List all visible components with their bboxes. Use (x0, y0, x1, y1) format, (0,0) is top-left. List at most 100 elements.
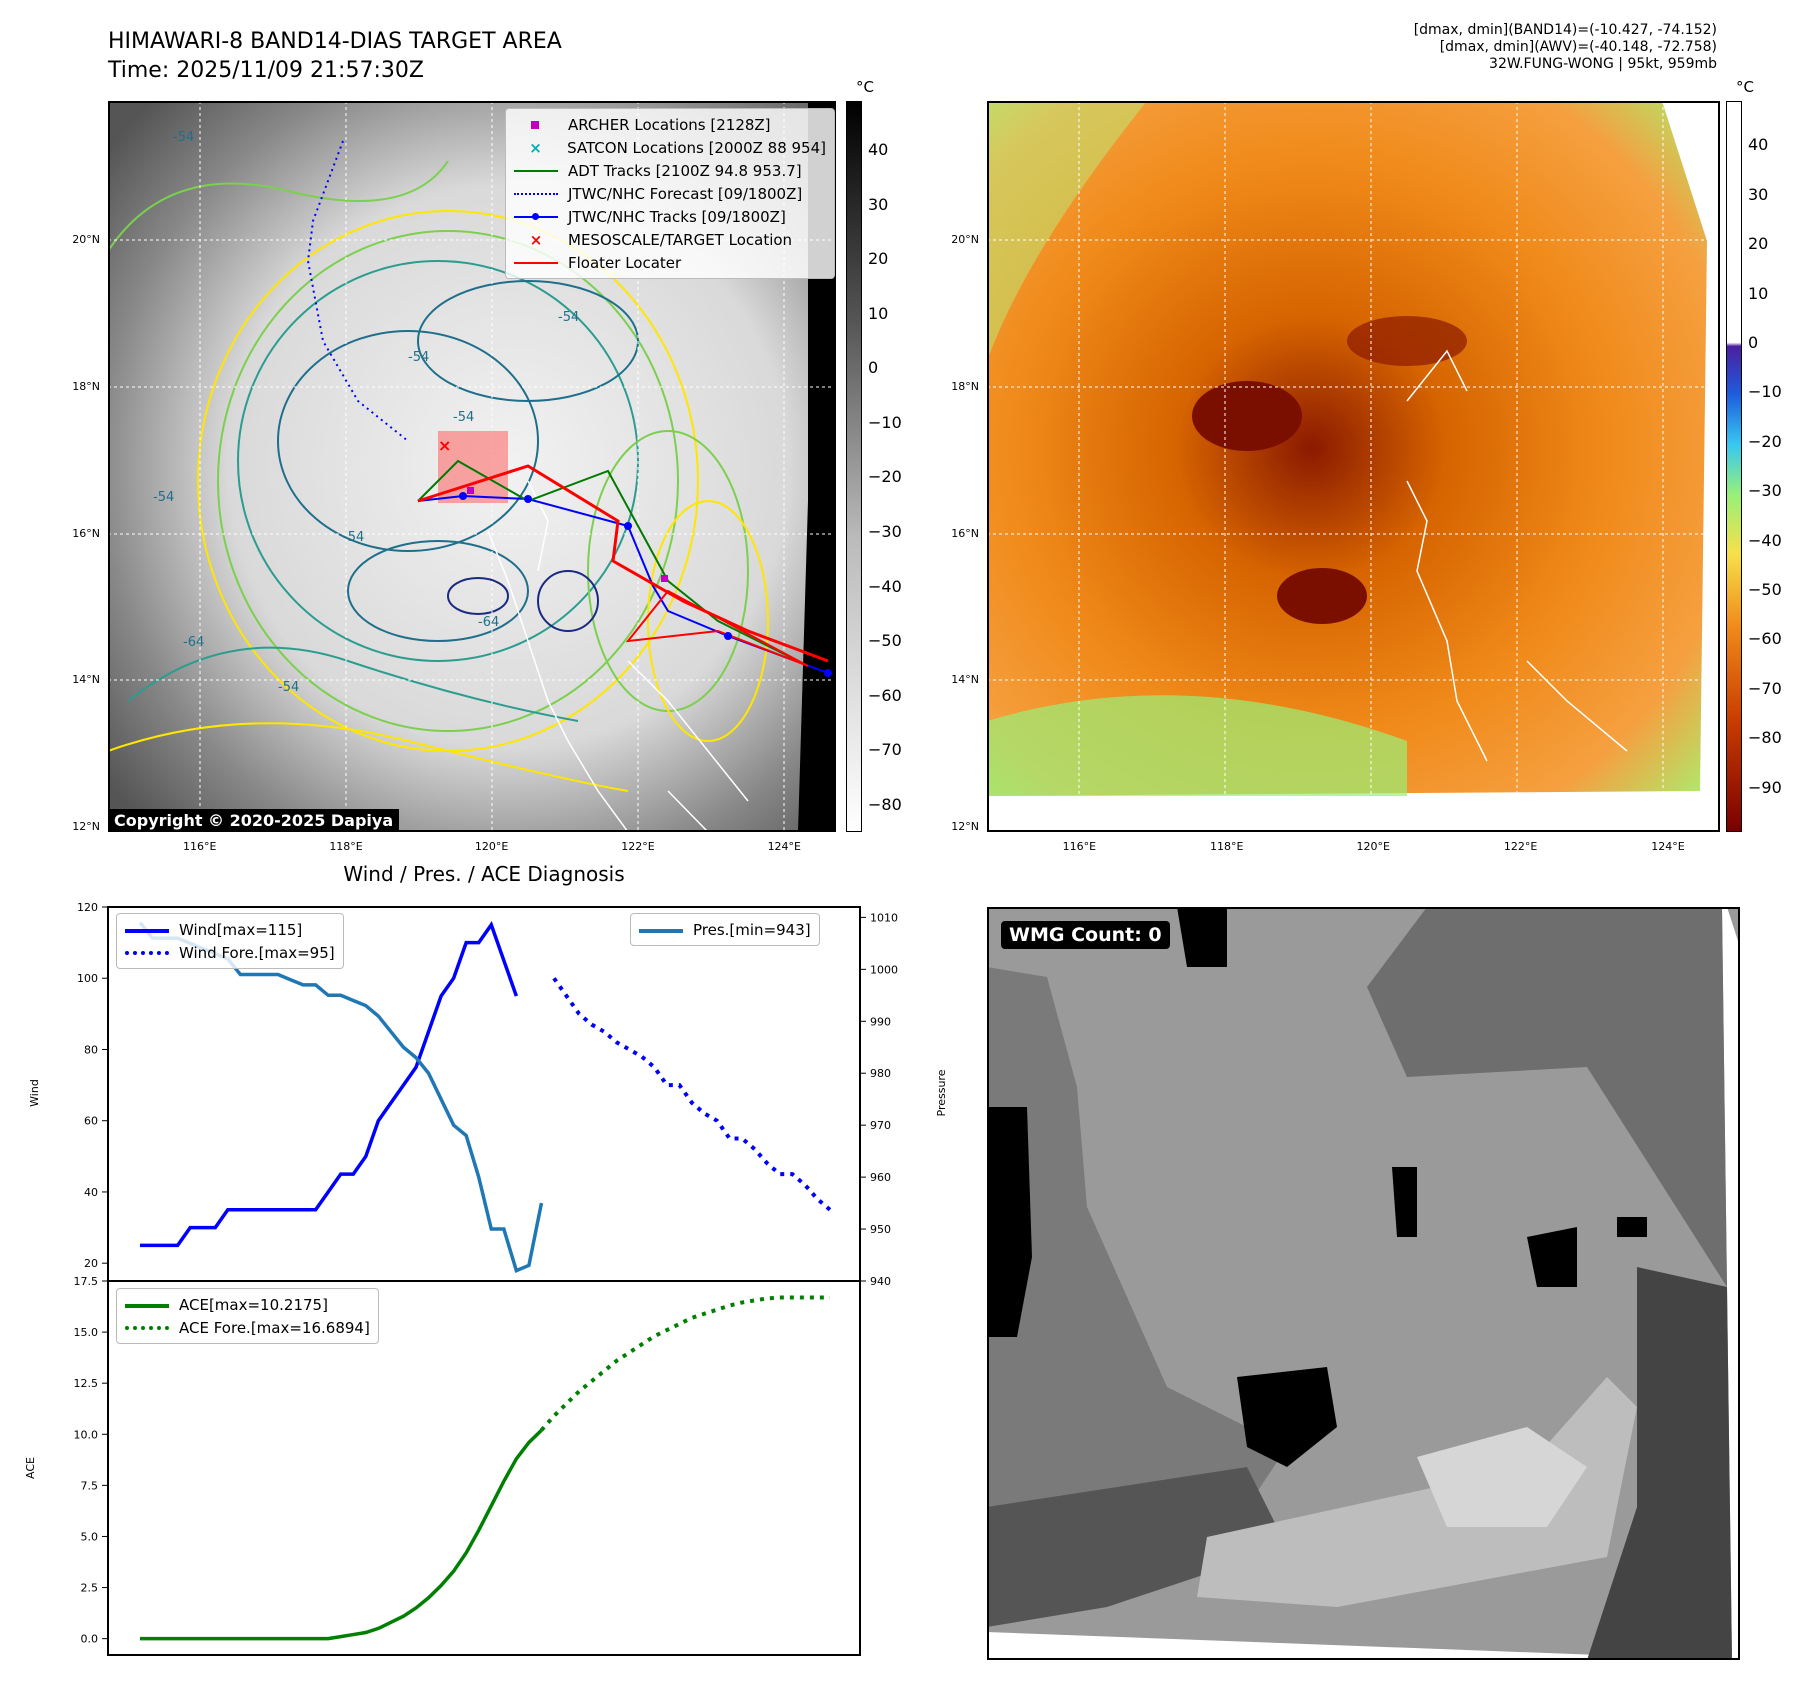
colorbar-tick: 20 (868, 249, 889, 269)
map-legend: ARCHER Locations [2128Z] × SATCON Locatio… (505, 108, 835, 279)
colorbar-tick: −70 (868, 740, 902, 760)
x-icon: × (529, 138, 542, 157)
wind-ytick: 20 (84, 1257, 98, 1270)
tick-label: 116°E (182, 840, 217, 853)
wmg-count-badge: WMG Count: 0 (1001, 921, 1170, 949)
wind-ytick: 120 (77, 901, 98, 914)
pres-legend: Pres.[min=943] (630, 913, 820, 946)
tick-label: 124°E (1651, 840, 1685, 853)
tick-label: 118°E (1209, 840, 1244, 853)
ace-ytick: 15.0 (74, 1326, 99, 1339)
colorbar-tick: −60 (1748, 629, 1782, 649)
colorbar-tick: −30 (1748, 481, 1782, 501)
ir-lon-ticks: 116°E 118°E 120°E 122°E 124°E (108, 840, 836, 856)
line-icon (125, 1298, 169, 1312)
ace-ytick: 10.0 (74, 1428, 99, 1441)
legend-satcon: × SATCON Locations [2000Z 88 954] (514, 136, 826, 159)
ace-ytick: 0.0 (81, 1633, 99, 1646)
tick-label: 122°E (1503, 840, 1538, 853)
info-band14: [dmax, dmin](BAND14)=(-10.427, -74.152) (1413, 22, 1717, 38)
awv-colorbar (1726, 101, 1742, 832)
ace-line (140, 1428, 543, 1641)
colorbar-tick: −50 (1748, 579, 1782, 599)
colorbar-tick: 10 (1748, 283, 1769, 303)
ir-map-frame (108, 101, 836, 832)
line-dot-icon (514, 210, 558, 224)
contour-label: -54 (278, 680, 299, 695)
awv-lat-ticks: 20°N 18°N 16°N 14°N 12°N (919, 101, 983, 833)
ir-colorbar-ticks: 40 30 20 10 0 −10 −20 −30 −40 −50 −60 −70 −80 (868, 101, 928, 832)
legend-adt: ADT Tracks [2100Z 94.8 953.7] (514, 159, 826, 182)
legend-forecast: JTWC/NHC Forecast [09/1800Z] (514, 182, 826, 205)
contour-label: -54 (453, 410, 474, 425)
awv-colorbar-ticks: 40 30 20 10 0 −10 −20 −30 −40 −50 −60 −70 −80 −90 (1748, 101, 1801, 832)
legend-target: × MESOSCALE/TARGET Location (514, 228, 826, 251)
tick-label: 124°E (767, 840, 802, 853)
figure-time: Time: 2025/11/09 21:57:30Z (108, 58, 424, 83)
tick-label: 16°N (72, 526, 100, 540)
dotted-line-icon (125, 1321, 169, 1335)
tick-label: 12°N (951, 819, 979, 833)
wind-legend: Wind[max=115] Wind Fore.[max=95] (116, 913, 344, 969)
tick-label: 14°N (72, 672, 100, 686)
colorbar-tick: −80 (1748, 728, 1782, 748)
ace-ytick: 5.0 (81, 1530, 99, 1543)
legend-tracks: JTWC/NHC Tracks [09/1800Z] (514, 205, 826, 228)
ir-colorbar-unit: °C (856, 78, 874, 96)
diagnosis-lines (138, 921, 832, 1641)
ace-ytick: 2.5 (81, 1582, 99, 1595)
colorbar-tick: 30 (1748, 184, 1769, 204)
ace-yticks: 17.5 15.0 12.5 10.0 7.5 5.0 2.5 0.0 (74, 1275, 108, 1646)
colorbar-tick: 40 (868, 140, 889, 160)
tick-label: 120°E (1356, 840, 1390, 853)
colorbar-tick: 0 (1748, 333, 1759, 353)
tick-label: 118°E (329, 840, 363, 853)
pres-ylabel: Pressure (935, 1069, 948, 1116)
awv-map-svg (987, 101, 1720, 832)
pres-ytick: 950 (870, 1223, 891, 1236)
x-icon: × (529, 230, 543, 249)
wmg-panel-svg (987, 907, 1740, 1660)
legend-ace: ACE[max=10.2175] (125, 1293, 370, 1316)
tick-label: 18°N (72, 379, 100, 393)
line-icon (514, 256, 558, 270)
target-marker: × (438, 436, 451, 455)
tick-label: 20°N (951, 232, 979, 246)
legend-pres: Pres.[min=943] (639, 918, 811, 941)
colorbar-tick: −10 (1748, 382, 1782, 402)
colorbar-tick: −30 (868, 521, 902, 541)
ace-ytick: 17.5 (74, 1275, 99, 1288)
awv-gridlines (987, 101, 1720, 832)
ace-ytick: 12.5 (74, 1377, 99, 1390)
colorbar-tick: 30 (868, 194, 889, 214)
wind-ytick: 60 (84, 1115, 98, 1128)
line-icon (639, 923, 683, 937)
pres-ytick: 980 (870, 1067, 891, 1080)
colorbar-tick: −40 (1748, 530, 1782, 550)
tick-label: 14°N (951, 672, 979, 686)
tick-label: 116°E (1062, 840, 1097, 853)
pres-ytick: 1010 (870, 911, 898, 924)
awv-lon-ticks: 116°E 118°E 120°E 122°E 124°E (987, 840, 1720, 856)
awv-map (987, 101, 1720, 832)
colorbar-tick: −80 (868, 794, 902, 814)
contour-label: -54 (153, 490, 174, 505)
info-block: [dmax, dmin](BAND14)=(-10.427, -74.152) … (1117, 22, 1717, 73)
wind-ylabel: Wind (28, 1079, 41, 1107)
legend-wind: Wind[max=115] (125, 918, 335, 941)
wmg-panel: WMG Count: 0 (987, 907, 1740, 1660)
contour-label: -54 (343, 530, 364, 545)
ace-legend: ACE[max=10.2175] ACE Fore.[max=16.6894] (116, 1288, 379, 1344)
square-icon (514, 118, 558, 132)
wind-ytick: 80 (84, 1043, 98, 1056)
floater-track (417, 464, 829, 663)
diagnosis-title: Wind / Pres. / ACE Diagnosis (343, 862, 625, 886)
pres-ytick: 970 (870, 1119, 891, 1132)
wmg-panel-frame (987, 907, 1740, 1660)
ir-lat-ticks: 20°N 18°N 16°N 14°N 12°N (40, 101, 104, 833)
colorbar-tick: −90 (1748, 777, 1782, 797)
pres-ytick: 990 (870, 1015, 891, 1028)
ace-ylabel: ACE (24, 1457, 37, 1479)
colorbar-tick: −20 (1748, 431, 1782, 451)
pres-ytick: 940 (870, 1275, 891, 1288)
